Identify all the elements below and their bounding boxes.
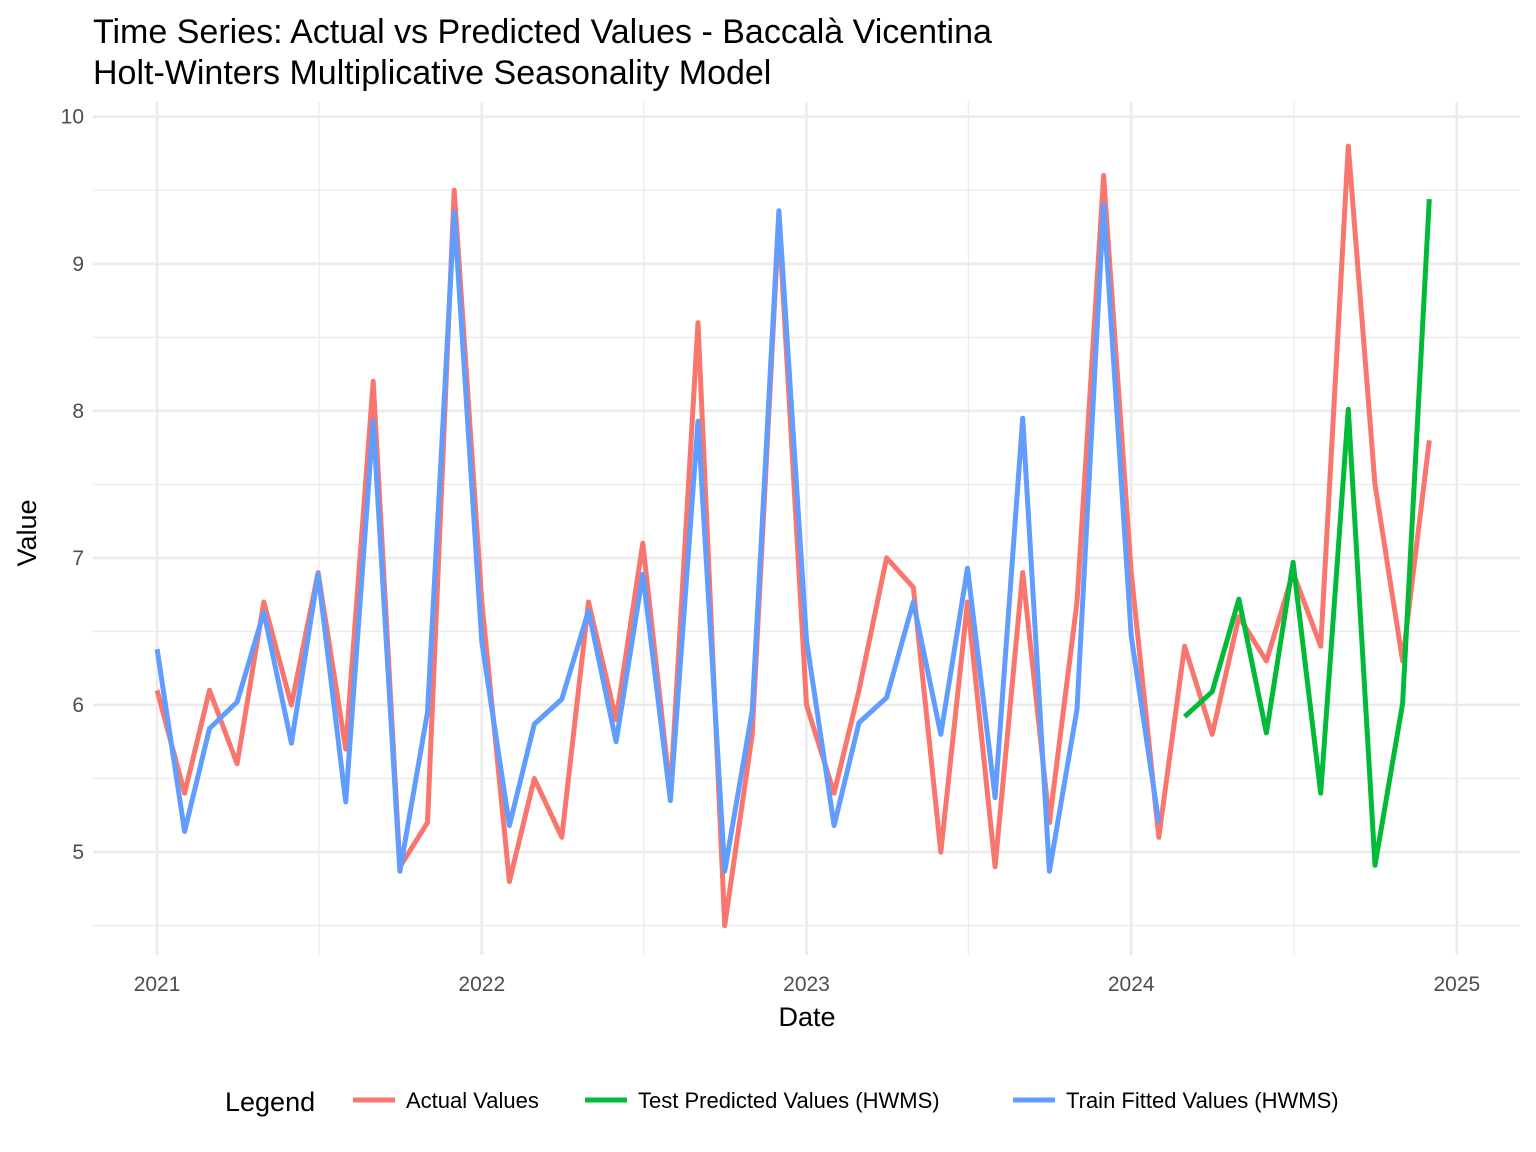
x-axis-ticks: 2021 2022 2023 2024 2025 bbox=[134, 973, 1480, 996]
y-axis-ticks: 5 6 7 8 9 10 bbox=[61, 106, 84, 864]
y-tick-label: 9 bbox=[72, 253, 84, 276]
chart-title: Time Series: Actual vs Predicted Values … bbox=[93, 13, 992, 51]
x-tick-label: 2021 bbox=[134, 973, 181, 996]
y-tick-label: 6 bbox=[72, 694, 84, 717]
y-tick-label: 7 bbox=[72, 547, 84, 570]
y-tick-label: 5 bbox=[72, 841, 84, 864]
x-tick-label: 2025 bbox=[1433, 973, 1480, 996]
legend-label-actual-values: Actual Values bbox=[406, 1088, 539, 1113]
series-line-train-fitted-values-hwms bbox=[154, 202, 1162, 874]
legend: Legend Actual Values Test Predicted Value… bbox=[225, 1087, 1339, 1117]
x-tick-label: 2022 bbox=[458, 973, 505, 996]
y-tick-label: 8 bbox=[72, 400, 84, 423]
legend-title: Legend bbox=[225, 1087, 315, 1117]
chart-subtitle: Holt-Winters Multiplicative Seasonality … bbox=[93, 54, 771, 92]
x-tick-label: 2023 bbox=[783, 973, 830, 996]
legend-label-test-predicted-values-hwms: Test Predicted Values (HWMS) bbox=[638, 1088, 940, 1113]
legend-label-train-fitted-values-hwms: Train Fitted Values (HWMS) bbox=[1066, 1088, 1339, 1113]
x-tick-label: 2024 bbox=[1108, 973, 1155, 996]
y-tick-label: 10 bbox=[61, 106, 84, 129]
series-line-test-predicted-values-hwms bbox=[1182, 198, 1432, 868]
x-axis-title: Date bbox=[778, 1002, 835, 1032]
y-axis-title: Value bbox=[12, 499, 42, 566]
plot-grid bbox=[93, 102, 1520, 955]
series-layer bbox=[154, 143, 1432, 929]
